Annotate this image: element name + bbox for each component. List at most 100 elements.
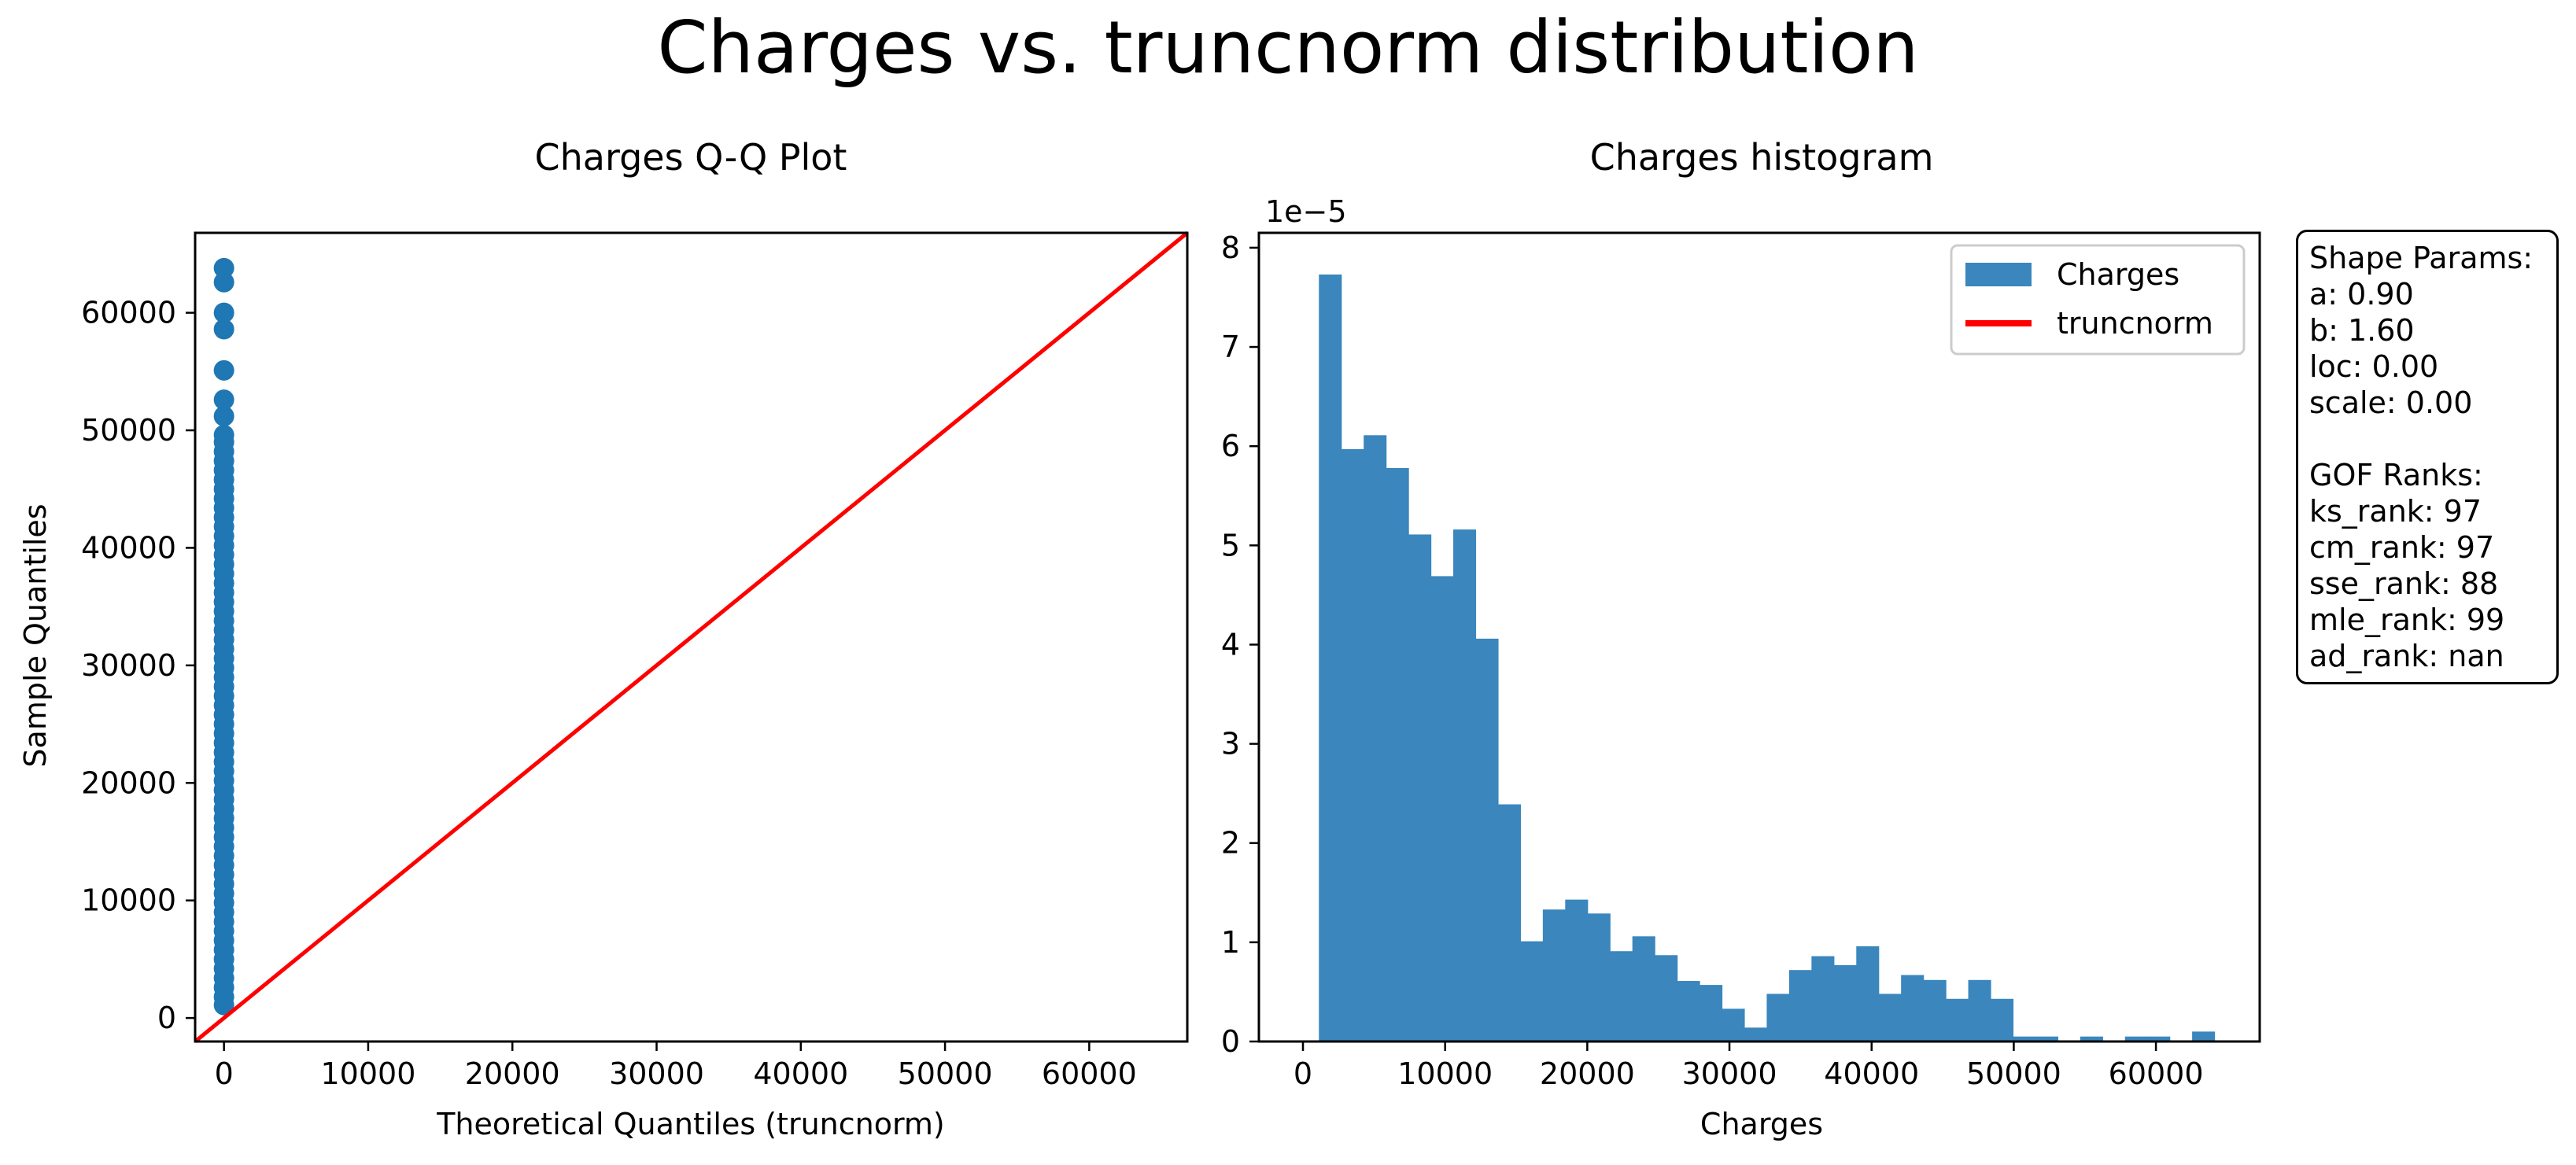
legend-charges-label: Charges bbox=[2057, 257, 2179, 292]
legend-charges-swatch bbox=[1965, 263, 2032, 286]
qq-y-tick-label: 10000 bbox=[81, 883, 176, 918]
qq-reference-line bbox=[194, 231, 1189, 1043]
histogram-bar bbox=[1788, 970, 1812, 1041]
histogram-bar bbox=[1901, 975, 1925, 1041]
qq-point bbox=[213, 257, 234, 278]
histogram-bar bbox=[1968, 979, 1991, 1041]
histogram-y-tick-label: 1 bbox=[1221, 925, 1240, 960]
qq-point bbox=[213, 359, 234, 381]
qq-point bbox=[213, 319, 234, 340]
histogram-bar bbox=[2147, 1036, 2171, 1041]
histogram-bar bbox=[1833, 964, 1857, 1041]
histogram-y-tick-label: 4 bbox=[1221, 627, 1240, 662]
qq-x-tick-label: 40000 bbox=[753, 1056, 848, 1091]
stats-line: mle_rank: 99 bbox=[2309, 603, 2505, 637]
histogram-bar bbox=[1520, 941, 1544, 1041]
histogram-x-tick-label: 30000 bbox=[1682, 1056, 1777, 1091]
qq-point bbox=[213, 302, 234, 323]
qq-y-tick-label: 40000 bbox=[81, 530, 176, 565]
histogram-ticks: 0 10000 20000 30000 40000 50000 60000 0 1 2 3 4 5 6 7 8 bbox=[1221, 230, 2204, 1091]
histogram-x-tick-label: 0 bbox=[1294, 1056, 1312, 1091]
histogram-bar bbox=[1766, 994, 1790, 1041]
qq-y-axis-label: Sample Quantiles bbox=[18, 503, 53, 767]
histogram-y-tick-label: 2 bbox=[1221, 826, 1240, 861]
qq-y-tick-label: 0 bbox=[157, 1001, 176, 1035]
histogram-bar bbox=[1587, 913, 1611, 1041]
histogram-bar bbox=[1677, 981, 1700, 1041]
histogram-bars bbox=[1319, 274, 2216, 1041]
histogram-bar bbox=[1632, 936, 1655, 1041]
stats-line: ks_rank: 97 bbox=[2309, 494, 2482, 529]
qq-point bbox=[213, 389, 234, 411]
histogram-bar bbox=[2035, 1036, 2058, 1041]
stats-line: Shape Params: bbox=[2309, 241, 2534, 275]
qq-plot-title: Charges Q-Q Plot bbox=[535, 136, 847, 179]
histogram-bar bbox=[1856, 946, 1880, 1041]
histogram-y-tick-label: 6 bbox=[1221, 429, 1240, 463]
histogram-bar bbox=[1475, 638, 1499, 1041]
histogram-bar bbox=[1923, 979, 1947, 1041]
qq-x-tick-label: 0 bbox=[215, 1056, 234, 1091]
qq-point bbox=[213, 425, 234, 445]
histogram-bar bbox=[1453, 529, 1477, 1041]
stats-line: GOF Ranks: bbox=[2309, 458, 2483, 492]
histogram-y-tick-label: 0 bbox=[1221, 1024, 1240, 1059]
histogram-x-tick-label: 20000 bbox=[1540, 1056, 1635, 1091]
qq-x-tick-label: 30000 bbox=[609, 1056, 704, 1091]
histogram-x-tick-label: 40000 bbox=[1824, 1056, 1919, 1091]
stats-line: b: 1.60 bbox=[2309, 313, 2415, 348]
histogram-title: Charges histogram bbox=[1590, 136, 1934, 179]
histogram-bar bbox=[1386, 467, 1409, 1041]
qq-y-tick-label: 50000 bbox=[81, 413, 176, 448]
qq-point bbox=[213, 406, 234, 427]
histogram-y-tick-label: 7 bbox=[1221, 330, 1240, 364]
qq-x-tick-label: 10000 bbox=[320, 1056, 415, 1091]
histogram-bar bbox=[2124, 1036, 2148, 1041]
histogram-bar bbox=[1655, 955, 1678, 1041]
stats-line: loc: 0.00 bbox=[2309, 349, 2439, 384]
legend-truncnorm-label: truncnorm bbox=[2057, 306, 2213, 341]
qq-point bbox=[213, 271, 234, 293]
qq-plot: Charges Q-Q Plot Theoretical Quantiles (… bbox=[18, 136, 1189, 1141]
qq-y-tick-label: 20000 bbox=[81, 765, 176, 800]
figure-title: Charges vs. truncnorm distribution bbox=[657, 6, 1918, 90]
histogram-bar bbox=[1610, 951, 1633, 1041]
qq-y-tick-label: 30000 bbox=[81, 648, 176, 683]
histogram-bar bbox=[1991, 998, 2014, 1041]
histogram-y-tick-label: 3 bbox=[1221, 727, 1240, 761]
histogram-bar bbox=[1565, 899, 1589, 1041]
histogram-x-tick-label: 50000 bbox=[1966, 1056, 2061, 1091]
histogram-bar bbox=[1497, 804, 1522, 1041]
histogram-offset-text: 1e−5 bbox=[1265, 194, 1347, 229]
histogram-bar bbox=[1364, 435, 1387, 1041]
histogram-bar bbox=[1408, 534, 1432, 1041]
stats-box: Shape Params: a: 0.90 b: 1.60 loc: 0.00 scal… bbox=[2296, 230, 2559, 684]
histogram-bar bbox=[1542, 909, 1566, 1041]
histogram-bar bbox=[2013, 1036, 2036, 1041]
histogram-bar bbox=[1878, 994, 1902, 1041]
qq-x-tick-label: 60000 bbox=[1042, 1056, 1137, 1091]
histogram-bar bbox=[1722, 1008, 1745, 1041]
qq-axes-frame bbox=[194, 231, 1189, 1043]
histogram: Charges histogram Charges 1e−5 0 10000 200… bbox=[1221, 136, 2261, 1141]
stats-line: scale: 0.00 bbox=[2309, 385, 2473, 420]
qq-x-tick-label: 50000 bbox=[898, 1056, 993, 1091]
histogram-y-tick-label: 8 bbox=[1221, 230, 1240, 265]
histogram-bar bbox=[2192, 1031, 2216, 1041]
qq-x-axis-label: Theoretical Quantiles (truncnorm) bbox=[436, 1107, 945, 1141]
histogram-x-tick-label: 10000 bbox=[1397, 1056, 1493, 1091]
stats-line: sse_rank: 88 bbox=[2309, 566, 2499, 601]
histogram-x-tick-label: 60000 bbox=[2109, 1056, 2204, 1091]
histogram-x-axis-label: Charges bbox=[1700, 1107, 1823, 1141]
histogram-bar bbox=[1341, 448, 1364, 1041]
histogram-y-tick-label: 5 bbox=[1221, 528, 1240, 562]
stats-line: a: 0.90 bbox=[2309, 277, 2414, 312]
histogram-bar bbox=[1811, 956, 1835, 1041]
stats-line: cm_rank: 97 bbox=[2309, 530, 2495, 565]
qq-plot-area bbox=[194, 231, 1189, 1043]
histogram-axes-frame bbox=[1257, 231, 2261, 1043]
qq-ticks: 0 10000 20000 30000 40000 50000 60000 0 10000 200… bbox=[81, 296, 1137, 1091]
histogram-legend: Charges truncnorm bbox=[1950, 244, 2246, 356]
histogram-bar bbox=[1699, 985, 1723, 1041]
